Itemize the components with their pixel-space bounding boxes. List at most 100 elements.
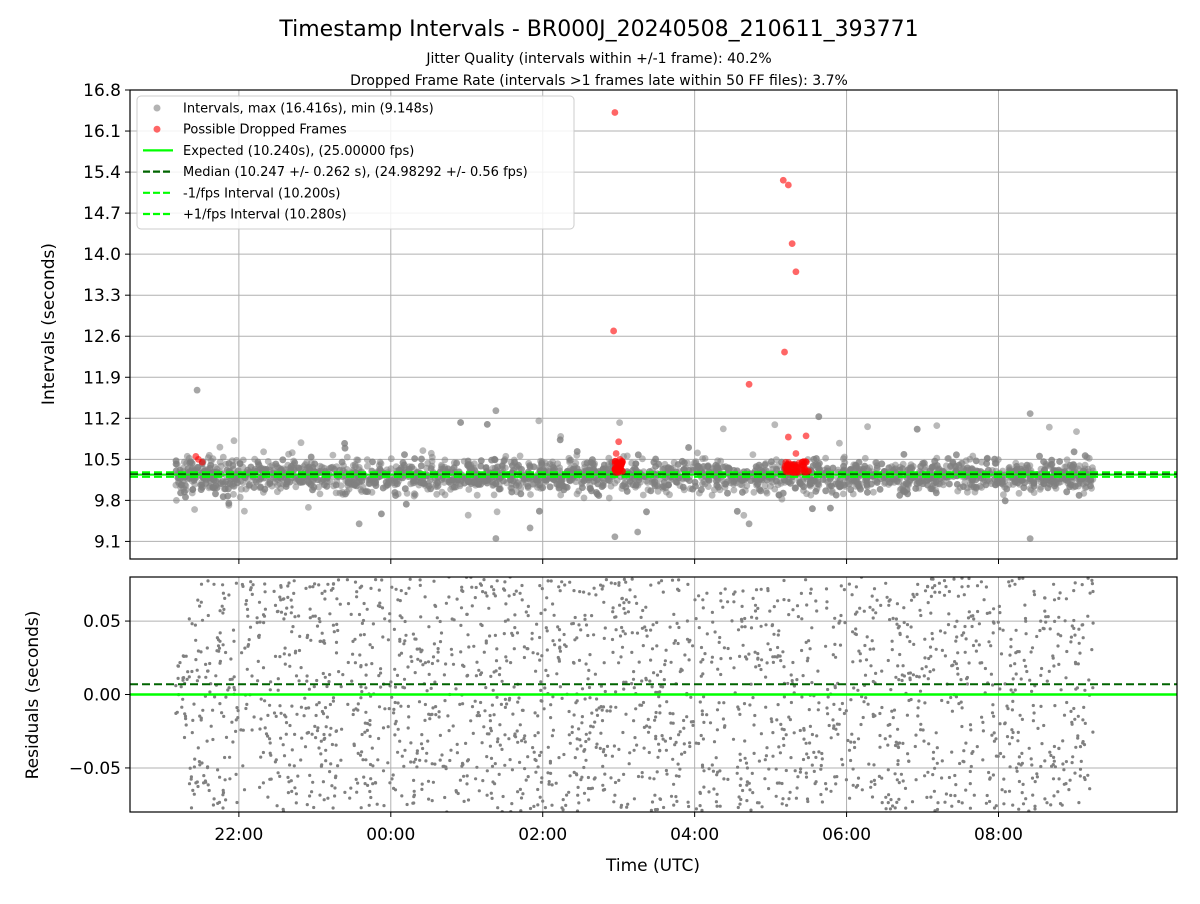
residual-point: [546, 629, 549, 632]
residual-point: [191, 789, 194, 792]
residual-point: [841, 763, 844, 766]
residual-point: [489, 745, 492, 748]
residual-point: [397, 728, 400, 731]
interval-point: [787, 480, 794, 487]
residual-point: [965, 637, 968, 640]
residual-point: [778, 781, 781, 784]
interval-point: [388, 455, 395, 462]
residual-point: [357, 702, 360, 705]
residual-point: [332, 700, 335, 703]
residual-point: [658, 749, 661, 752]
residual-point: [602, 601, 605, 604]
residual-point: [323, 798, 326, 801]
residual-point: [555, 782, 558, 785]
residual-point: [477, 669, 480, 672]
residual-point: [961, 801, 964, 804]
residual-point: [622, 601, 625, 604]
residual-point: [354, 661, 357, 664]
residual-point: [194, 658, 197, 661]
residual-point: [524, 740, 527, 743]
residual-point: [827, 695, 830, 698]
residual-point: [614, 706, 617, 709]
residual-point: [628, 588, 631, 591]
residual-point: [420, 733, 423, 736]
residual-point: [290, 611, 293, 614]
interval-point: [451, 478, 458, 485]
residual-point: [891, 804, 894, 807]
interval-point: [428, 465, 435, 472]
residual-point: [276, 804, 279, 807]
residual-point: [361, 758, 364, 761]
interval-point: [694, 450, 701, 457]
residual-point: [878, 734, 881, 737]
residual-point: [263, 699, 266, 702]
interval-point: [255, 459, 262, 466]
residual-point: [277, 677, 280, 680]
residual-point: [499, 744, 502, 747]
residual-point: [968, 661, 971, 664]
residual-point: [583, 618, 586, 621]
residual-point: [980, 661, 983, 664]
residual-point: [374, 578, 377, 581]
residual-point: [560, 580, 563, 583]
residual-point: [262, 621, 265, 624]
residual-point: [983, 598, 986, 601]
residual-point: [539, 612, 542, 615]
residual-point: [1016, 770, 1019, 773]
residual-point: [388, 612, 391, 615]
residual-point: [992, 607, 995, 610]
residual-point: [379, 667, 382, 670]
residual-point: [388, 707, 391, 710]
residual-point: [817, 750, 820, 753]
residual-point: [518, 761, 521, 764]
residual-point: [418, 700, 421, 703]
interval-point: [914, 426, 921, 433]
residual-point: [407, 715, 410, 718]
residual-point: [409, 578, 412, 581]
interval-point: [1027, 410, 1034, 417]
residual-point: [1025, 632, 1028, 635]
residual-point: [577, 786, 580, 789]
residual-point: [431, 762, 434, 765]
residual-point: [557, 585, 560, 588]
interval-point: [305, 504, 312, 511]
residual-point: [604, 626, 607, 629]
residual-point: [544, 806, 547, 809]
residual-point: [830, 736, 833, 739]
residual-point: [355, 595, 358, 598]
residual-point: [736, 766, 739, 769]
residual-point: [485, 594, 488, 597]
residual-point: [601, 719, 604, 722]
residual-point: [711, 763, 714, 766]
residual-point: [538, 636, 541, 639]
dropped-frame-point: [746, 381, 753, 388]
interval-point: [768, 458, 775, 465]
residual-point: [534, 771, 537, 774]
interval-point: [465, 478, 472, 485]
residual-point: [299, 758, 302, 761]
residual-point: [308, 585, 311, 588]
interval-point: [492, 535, 499, 542]
residual-point: [259, 756, 262, 759]
residual-point: [523, 767, 526, 770]
interval-point: [402, 485, 409, 492]
residual-point: [969, 770, 972, 773]
residual-point: [611, 610, 614, 613]
residual-point: [304, 745, 307, 748]
residual-point: [624, 713, 627, 716]
interval-point: [225, 485, 232, 492]
residual-point: [407, 705, 410, 708]
residual-point: [431, 662, 434, 665]
interval-point: [581, 495, 588, 502]
residual-point: [970, 765, 973, 768]
interval-point: [210, 455, 217, 462]
residual-point: [701, 709, 704, 712]
residual-point: [1080, 760, 1083, 763]
residual-point: [956, 673, 959, 676]
residual-point: [764, 676, 767, 679]
interval-point: [1003, 486, 1010, 493]
interval-point: [465, 512, 472, 519]
residual-point: [919, 690, 922, 693]
residual-point: [340, 728, 343, 731]
residual-point: [243, 647, 246, 650]
